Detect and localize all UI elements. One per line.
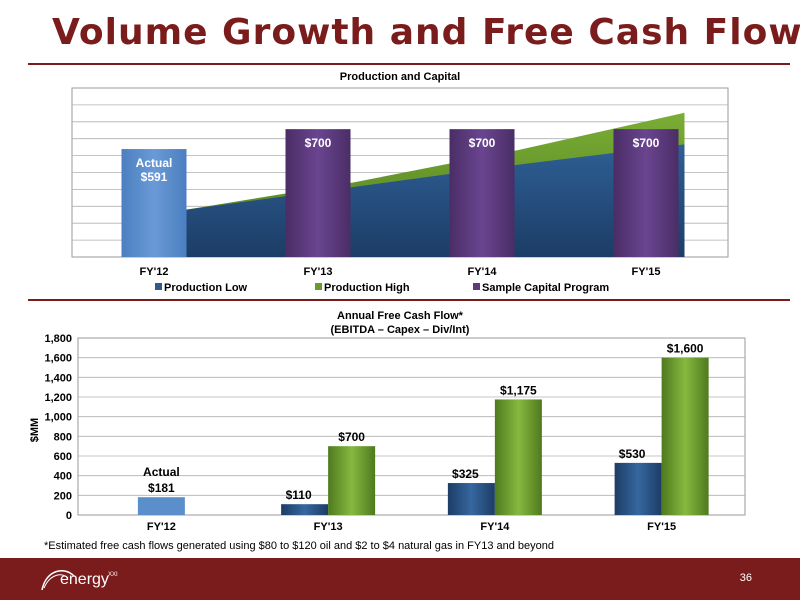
title-divider — [28, 63, 790, 65]
legend-swatch — [473, 283, 480, 290]
actual-fcf-label: Actual — [143, 465, 180, 479]
chart2-y-tick-label: 600 — [54, 451, 72, 463]
production-capital-chart: Production and Capital Actual$591 $700 $70… — [71, 71, 729, 294]
chart1-x-tick-label: FY'15 — [632, 266, 661, 278]
chart2-x-tick-label: FY'14 — [480, 521, 510, 533]
fcf-low-bar-label: $325 — [452, 467, 479, 481]
chart2-y-tick-label: 0 — [66, 510, 72, 522]
capital-bar-label: $700 — [305, 136, 332, 150]
chart1-x-tick-label: FY'14 — [468, 266, 498, 278]
chart2-y-tick-label: 200 — [54, 490, 72, 502]
capital-bar-label: $700 — [633, 136, 660, 150]
capital-bar-label: Actual — [136, 156, 173, 170]
footer-bar: energy XXI 36 — [0, 558, 800, 600]
legend-label: Production High — [324, 282, 410, 294]
chart2-y-tick-label: 1,800 — [44, 333, 72, 345]
free-cash-flow-chart: Annual Free Cash Flow* (EBITDA – Capex –… — [29, 310, 746, 533]
chart2-ylabel: $MM — [29, 418, 41, 442]
fcf-low-bar-label: $530 — [619, 447, 646, 461]
chart2-x-tick-label: FY'13 — [314, 521, 343, 533]
chart2-y-tick-label: 400 — [54, 471, 72, 483]
slide-title: Volume Growth and Free Cash Flow — [52, 12, 800, 53]
chart2-y-tick-label: 1,400 — [44, 372, 72, 384]
fcf-low-bar — [281, 504, 329, 515]
energy-xxi-logo: energy XXI — [41, 570, 118, 591]
fcf-high-bar — [494, 399, 542, 515]
chart2-title: Annual Free Cash Flow* — [337, 310, 464, 322]
capital-bar-label: $591 — [141, 170, 168, 184]
chart2-y-tick-label: 1,600 — [44, 353, 72, 365]
actual-fcf-label: $181 — [148, 481, 175, 495]
section-divider — [28, 299, 790, 301]
legend-label: Sample Capital Program — [482, 282, 609, 294]
capital-bar — [613, 129, 679, 257]
capital-bar — [449, 129, 515, 257]
slide-number: 36 — [739, 572, 752, 584]
chart1-x-tick-label: FY'12 — [140, 266, 169, 278]
legend-swatch — [315, 283, 322, 290]
legend-label: Production Low — [164, 282, 248, 294]
footnote: *Estimated free cash flows generated usi… — [44, 540, 555, 552]
svg-text:XXI: XXI — [108, 572, 118, 578]
chart2-y-tick-label: 1,200 — [44, 392, 72, 404]
chart2-y-tick-label: 1,000 — [44, 412, 72, 424]
chart2-x-tick-label: FY'15 — [647, 521, 676, 533]
fcf-high-bar — [661, 357, 709, 515]
capital-bar-label: $700 — [469, 136, 496, 150]
fcf-high-bar — [328, 446, 376, 515]
fcf-low-bar — [447, 483, 495, 515]
chart1-x-tick-label: FY'13 — [304, 266, 333, 278]
chart2-y-tick-label: 800 — [54, 431, 72, 443]
fcf-high-bar-label: $700 — [338, 430, 365, 444]
chart2-x-tick-label: FY'12 — [147, 521, 176, 533]
fcf-high-bar-label: $1,175 — [500, 383, 537, 397]
actual-capital-bar — [121, 149, 187, 257]
svg-text:energy: energy — [60, 571, 109, 588]
chart2-subtitle: (EBITDA – Capex – Div/Int) — [331, 324, 470, 336]
legend-swatch — [155, 283, 162, 290]
capital-bar — [285, 129, 351, 257]
chart1-title: Production and Capital — [340, 71, 460, 83]
fcf-high-bar-label: $1,600 — [667, 342, 704, 356]
fcf-low-bar — [614, 462, 662, 515]
actual-fcf-bar — [137, 497, 185, 515]
fcf-low-bar-label: $110 — [286, 488, 312, 502]
